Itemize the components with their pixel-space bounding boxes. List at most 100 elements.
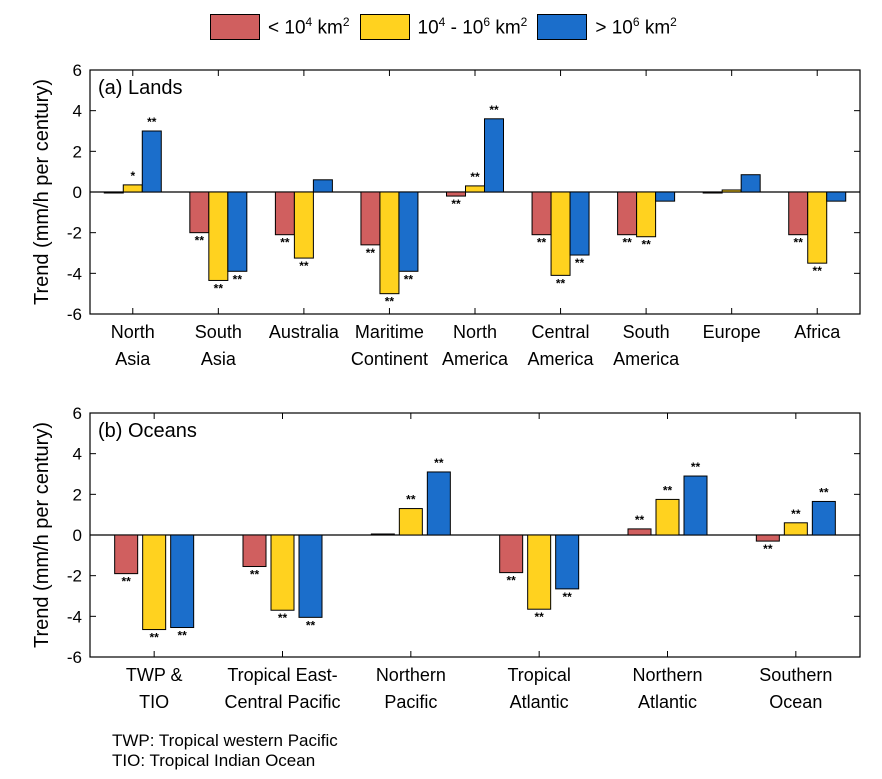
y-axis-label: Trend (mm/h per century) — [31, 422, 53, 648]
legend: < 104 km2 104 - 106 km2 > 106 km2 — [210, 12, 687, 42]
bar — [446, 191, 466, 197]
bar — [617, 191, 638, 236]
significance-label: ** — [470, 170, 480, 184]
bar — [208, 191, 229, 281]
bar — [627, 528, 652, 536]
bar — [807, 191, 828, 264]
x-tick-label: Tropical East- — [227, 665, 337, 685]
y-tick-label: -6 — [67, 305, 82, 324]
legend-swatch-large — [537, 14, 588, 40]
significance-label: ** — [691, 460, 701, 474]
legend-swatch-small — [210, 14, 260, 40]
y-tick-label: -6 — [67, 648, 82, 667]
bar — [555, 534, 580, 590]
bar — [655, 498, 680, 536]
y-tick-label: 0 — [73, 526, 82, 545]
x-tick-label: Ocean — [769, 692, 822, 712]
x-tick-label: Atlantic — [510, 692, 569, 712]
bar — [379, 191, 400, 295]
bar — [370, 533, 395, 536]
significance-label: ** — [404, 272, 414, 286]
bar — [360, 191, 381, 246]
bar — [103, 191, 124, 194]
significance-label: ** — [147, 115, 157, 129]
significance-label: ** — [635, 513, 645, 527]
significance-label: ** — [641, 238, 651, 252]
y-tick-label: -2 — [67, 567, 82, 586]
x-tick-label: America — [528, 349, 595, 369]
significance-label: ** — [763, 542, 773, 556]
significance-label: ** — [556, 276, 566, 290]
x-tick-label: TIO — [139, 692, 169, 712]
significance-label: ** — [794, 236, 804, 250]
bar — [826, 191, 847, 202]
significance-label: * — [130, 169, 135, 183]
x-tick-label: Continent — [351, 349, 428, 369]
bar — [312, 179, 333, 193]
bar — [141, 130, 162, 193]
bar — [293, 191, 314, 259]
bar — [398, 508, 423, 536]
bar — [755, 534, 780, 542]
bar — [142, 534, 167, 631]
significance-label: ** — [534, 610, 544, 624]
legend-item-large: > 106 km2 — [537, 14, 677, 40]
x-tick-label: Asia — [115, 349, 151, 369]
bar — [298, 534, 323, 618]
significance-label: ** — [489, 103, 499, 117]
significance-label: ** — [819, 485, 829, 499]
bar — [636, 191, 657, 238]
x-tick-label: Central Pacific — [224, 692, 340, 712]
significance-label: ** — [250, 568, 260, 582]
bar — [702, 191, 723, 194]
y-tick-label: 4 — [73, 102, 82, 121]
significance-label: ** — [149, 631, 159, 645]
bar — [398, 191, 419, 272]
significance-label: ** — [306, 618, 316, 632]
bar — [550, 191, 571, 276]
x-tick-label: TWP & — [126, 665, 183, 685]
bar — [783, 522, 808, 536]
x-tick-label: South — [623, 322, 670, 342]
y-tick-label: -2 — [67, 224, 82, 243]
y-axis-label: Trend (mm/h per century) — [31, 79, 53, 305]
significance-label: ** — [663, 483, 673, 497]
significance-label: ** — [506, 574, 516, 588]
x-tick-label: Northern — [632, 665, 702, 685]
bar — [426, 471, 451, 536]
significance-label: ** — [622, 236, 632, 250]
bar — [274, 191, 295, 236]
bar — [655, 191, 676, 202]
footnote-twp: TWP: Tropical western Pacific — [112, 731, 338, 750]
x-tick-label: Tropical — [507, 665, 570, 685]
bar — [683, 475, 708, 536]
bar — [569, 191, 590, 256]
significance-label: ** — [233, 272, 243, 286]
bar — [484, 118, 504, 193]
significance-label: ** — [280, 236, 290, 250]
legend-item-medium: 104 - 106 km2 — [359, 14, 527, 40]
panel-label: (b) Oceans — [98, 420, 197, 442]
x-tick-label: Australia — [269, 322, 340, 342]
x-tick-label: Southern — [759, 665, 832, 685]
panel-label: (a) Lands — [98, 77, 183, 99]
bar — [270, 534, 295, 611]
x-tick-label: America — [613, 349, 680, 369]
significance-label: ** — [278, 611, 288, 625]
x-tick-label: North — [111, 322, 155, 342]
y-tick-label: -4 — [67, 607, 82, 626]
legend-item-small: < 104 km2 — [210, 14, 350, 40]
bar — [170, 534, 195, 629]
significance-label: ** — [121, 575, 131, 589]
bar — [811, 500, 836, 536]
significance-label: ** — [562, 590, 572, 604]
significance-label: ** — [406, 493, 416, 507]
significance-label: ** — [434, 456, 444, 470]
x-tick-label: Pacific — [384, 692, 437, 712]
chart-panel-1: 6 4 2 0 -2 -4 -6 Trend (mm/h per century) (b) Oc… — [31, 404, 861, 712]
x-tick-label: Asia — [201, 349, 237, 369]
x-tick-label: Maritime — [355, 322, 424, 342]
x-tick-label: Europe — [703, 322, 761, 342]
